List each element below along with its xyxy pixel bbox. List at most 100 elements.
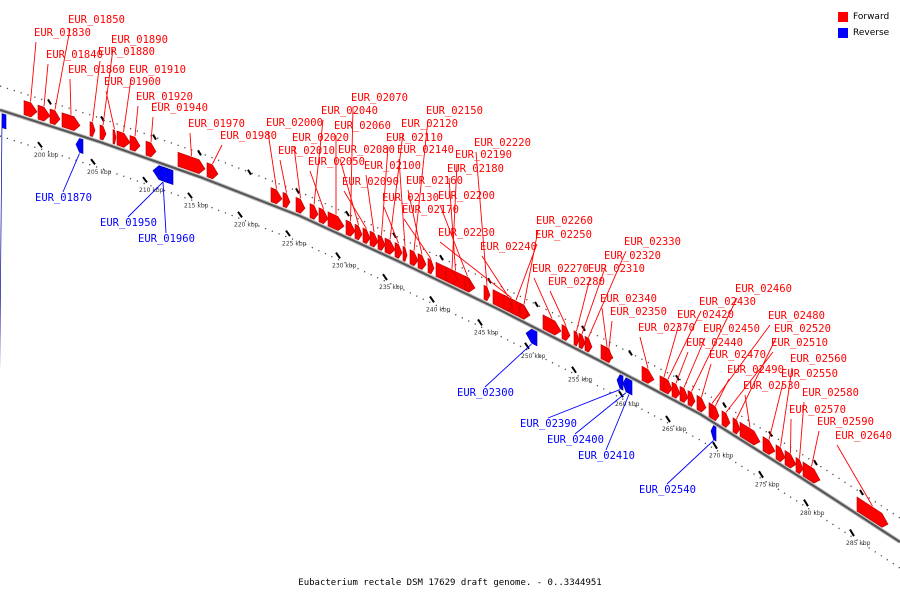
tick-label: 215 kbp (184, 203, 209, 210)
leader-line (343, 190, 367, 229)
leader-line (768, 382, 784, 440)
leader-line (588, 250, 627, 338)
gene-forward (503, 294, 513, 312)
leader-line (123, 78, 132, 133)
tick-mark (712, 441, 718, 450)
gene-reverse (710, 425, 717, 442)
gene-label-forward: EUR_02370 (638, 322, 695, 334)
gene-label-forward: EUR_02550 (781, 368, 838, 380)
gene-forward (369, 230, 379, 248)
tick-mark-upper (152, 134, 157, 141)
gene-label-forward: EUR_01980 (220, 130, 277, 142)
leader-line (663, 323, 680, 378)
gene-label-forward: EUR_02080 (338, 144, 395, 156)
tick-label: 220 kbp (234, 222, 259, 229)
leader-line (484, 343, 532, 388)
gene-forward (61, 112, 81, 132)
gene-label-forward: EUR_02440 (686, 337, 743, 349)
leader-line (780, 367, 793, 447)
gene-forward (732, 417, 741, 435)
tick-mark (335, 251, 341, 259)
gene-label-reverse: EUR_02390 (520, 418, 577, 430)
legend-label-reverse: Reverse (853, 28, 890, 38)
gene-label-forward: EUR_02320 (604, 250, 661, 262)
legend: Forward Reverse (838, 9, 889, 41)
tick-label: 245 kbp (474, 329, 499, 336)
gene-label-forward: EUR_02070 (351, 92, 408, 104)
leader-line (639, 336, 649, 369)
tick-mark (90, 158, 96, 166)
leader-line (667, 310, 702, 380)
leader-line (691, 297, 738, 392)
gene-forward (519, 302, 529, 320)
gene-reverse (75, 138, 84, 154)
gene-forward (427, 257, 435, 275)
gene-label-forward: EUR_02330 (624, 236, 681, 248)
leader-line (69, 78, 72, 115)
gene-reverse (616, 374, 624, 391)
leader-line (736, 337, 777, 420)
leader-line (150, 116, 154, 142)
tick-label: 235 kbp (379, 284, 404, 291)
gene-label-forward: EUR_02450 (703, 323, 760, 335)
tick-label: 255 kbp (568, 377, 593, 384)
tick-mark-upper (247, 169, 252, 176)
gene-label-forward: EUR_02110 (386, 132, 443, 144)
leader-line (134, 105, 139, 137)
leader-line (715, 378, 730, 406)
gene-label-reverse: EUR_01960 (138, 233, 195, 245)
leader-line (547, 389, 621, 419)
gene-label-forward: EUR_02510 (771, 337, 828, 349)
gene-label-forward: EUR_02480 (768, 310, 825, 322)
backbone-layer (0, 108, 900, 544)
legend-swatch-forward (838, 12, 848, 22)
genome-caption: Eubacterium rectale DSM 17629 draft geno… (298, 578, 602, 588)
tick-label: 210 kbp (139, 187, 164, 194)
gene-forward (394, 242, 403, 259)
leader-line (744, 394, 751, 428)
gene-forward (384, 237, 396, 255)
gene-forward (762, 436, 776, 455)
gene-label-forward: EUR_01890 (111, 34, 168, 46)
tick-label: 250 kbp (521, 353, 546, 360)
leader-line (189, 132, 192, 157)
gene-label-forward: EUR_02460 (735, 283, 792, 295)
leader-line (475, 151, 488, 286)
tick-mark-upper (295, 187, 300, 194)
tick-mark-upper (345, 210, 350, 217)
gene-forward (784, 450, 797, 469)
gene-label-forward: EUR_02170 (402, 204, 459, 216)
gene-reverse (625, 378, 633, 396)
gene-forward (49, 108, 61, 125)
tick-layer: 200 kbp 205 kbp 210 kbp 215 kbp 220 kbp 225 k… (0, 85, 900, 569)
leader-line (574, 392, 627, 435)
gene-label-reverse: EUR_02540 (639, 484, 696, 496)
gene-forward (270, 187, 283, 205)
tick-label: 260 kbp (615, 401, 640, 408)
leader-line (389, 132, 404, 240)
gene-forward (295, 196, 306, 214)
gene-label-forward: EUR_02250 (535, 229, 592, 241)
gene-label-forward: EUR_02240 (480, 241, 537, 253)
leader-line (383, 206, 399, 244)
gene-forward (112, 129, 117, 145)
gene-label-forward: EUR_02280 (548, 276, 605, 288)
leader-line (162, 182, 167, 234)
gene-forward (309, 203, 319, 220)
tick-mark-upper (47, 98, 52, 105)
tick-mark-upper (813, 459, 818, 466)
leader-line (725, 351, 774, 413)
leader-line-layer (30, 28, 873, 507)
gene-label-forward: EUR_02590 (817, 416, 874, 428)
gene-forward (282, 191, 291, 209)
tick-mark (571, 366, 577, 374)
tick-mark-upper (534, 301, 539, 308)
legend-item-reverse: Reverse (838, 25, 889, 41)
gene-forward (711, 404, 720, 422)
tick-mark-upper (675, 374, 680, 381)
tick-mark (382, 273, 388, 281)
leader-line (605, 394, 630, 451)
tick-label: 285 kbp (846, 540, 871, 547)
tick-mark-upper (439, 254, 444, 261)
